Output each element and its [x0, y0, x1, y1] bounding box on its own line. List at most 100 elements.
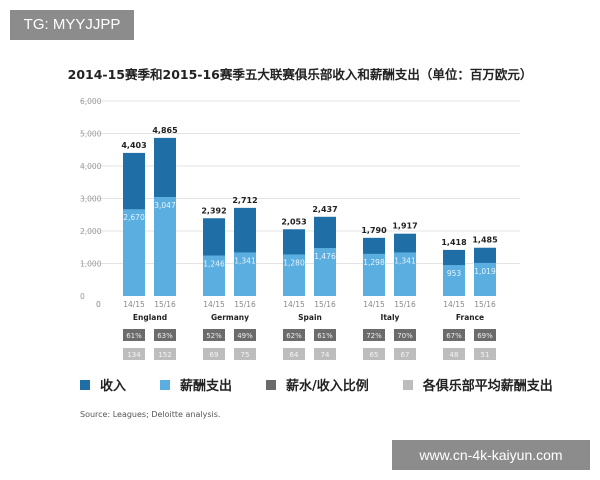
watermark-bottom-right: www.cn-4k-kaiyun.com	[392, 440, 590, 470]
revenue-label: 1,418	[441, 238, 467, 247]
wage-label: 3,047	[154, 201, 176, 210]
avg-wage-box	[363, 348, 385, 360]
ratio-label: 69%	[477, 332, 493, 340]
legend-item: 各俱乐部平均薪酬支出	[402, 375, 553, 394]
country-label: Italy	[381, 313, 400, 322]
legend-swatch	[80, 379, 90, 390]
country-label: Spain	[298, 313, 322, 322]
revenue-label: 2,712	[232, 196, 257, 205]
country-label: England	[133, 313, 167, 322]
wage-bar	[154, 196, 176, 296]
ratio-label: 61%	[126, 332, 142, 340]
season-label: 14/15	[123, 300, 145, 309]
legend-item: 薪水/收入比例	[266, 375, 369, 394]
avg-wage-label: 152	[158, 351, 171, 359]
wage-bar	[394, 252, 416, 296]
avg-wage-box	[123, 348, 145, 360]
avg-wage-box	[203, 348, 225, 360]
wage-label: 1,341	[234, 256, 256, 265]
avg-wage-box	[154, 348, 176, 360]
wage-bar	[203, 255, 225, 296]
season-label: 14/15	[363, 300, 385, 309]
wage-label: 1,476	[314, 252, 336, 261]
avg-wage-label: 64	[290, 351, 299, 359]
avg-wage-label: 75	[241, 351, 250, 359]
revenue-label: 2,437	[312, 205, 337, 214]
ratio-box	[154, 329, 176, 341]
avg-wage-label: 65	[370, 351, 379, 359]
avg-wage-box	[474, 348, 496, 360]
y-tick-label: 3,000	[80, 195, 102, 204]
ratio-label: 72%	[366, 332, 382, 340]
wage-bar	[234, 252, 256, 296]
wage-bar	[123, 209, 145, 296]
season-label: 15/16	[474, 300, 496, 309]
ratio-box	[314, 329, 336, 341]
y-zero-label: 0	[96, 300, 101, 309]
season-label: 14/15	[283, 300, 305, 309]
country-label: France	[456, 313, 484, 322]
wage-label: 1,019	[474, 267, 496, 276]
avg-wage-box	[394, 348, 416, 360]
ratio-label: 63%	[157, 332, 173, 340]
legend-label: 各俱乐部平均薪酬支出	[422, 379, 553, 394]
avg-wage-label: 74	[321, 351, 330, 359]
season-label: 15/16	[234, 300, 256, 309]
wage-bar	[443, 265, 465, 296]
source-note: Source: Leagues; Deloitte analysis.	[80, 410, 221, 419]
ratio-box	[203, 329, 225, 341]
wage-label: 2,670	[123, 213, 145, 222]
avg-wage-label: 134	[127, 351, 141, 359]
revenue-label: 4,403	[121, 141, 146, 150]
avg-wage-label: 69	[210, 351, 219, 359]
revenue-label: 2,392	[201, 206, 226, 215]
wage-bar	[283, 254, 305, 296]
y-tick-label: 2,000	[80, 227, 102, 236]
ratio-box	[363, 329, 385, 341]
wage-label: 1,246	[203, 260, 225, 269]
y-tick-label: 6,000	[80, 97, 102, 106]
ratio-label: 67%	[446, 332, 462, 340]
y-tick-label: 0	[80, 292, 85, 301]
season-label: 15/16	[314, 300, 336, 309]
wage-bar	[314, 248, 336, 296]
season-label: 14/15	[443, 300, 465, 309]
season-label: 14/15	[203, 300, 225, 309]
revenue-label: 1,790	[361, 226, 387, 235]
ratio-box	[474, 329, 496, 341]
ratio-box	[123, 329, 145, 341]
legend-item: 收入	[80, 375, 126, 394]
revenue-label: 1,917	[392, 222, 417, 231]
avg-wage-box	[234, 348, 256, 360]
legend-swatch	[402, 379, 413, 390]
y-tick-label: 4,000	[80, 162, 102, 171]
country-label: Germany	[211, 313, 249, 322]
wage-bar	[363, 253, 385, 296]
wage-bar	[474, 262, 496, 296]
ratio-label: 62%	[286, 332, 302, 340]
legend-label: 薪水/收入比例	[286, 379, 369, 394]
legend-swatch	[160, 379, 171, 390]
legend-swatch	[266, 379, 277, 390]
legend-label: 薪酬支出	[180, 379, 233, 394]
ratio-label: 61%	[317, 332, 333, 340]
wage-label: 1,341	[394, 256, 416, 265]
revenue-label: 1,485	[472, 236, 498, 245]
legend-label: 收入	[100, 379, 127, 394]
wage-label: 953	[447, 269, 462, 278]
avg-wage-box	[283, 348, 305, 360]
ratio-box	[234, 329, 256, 341]
ratio-box	[394, 329, 416, 341]
avg-wage-box	[314, 348, 336, 360]
revenue-label: 4,865	[152, 126, 178, 135]
ratio-label: 49%	[237, 332, 253, 340]
ratio-box	[283, 329, 305, 341]
wage-label: 1,298	[363, 258, 385, 267]
avg-wage-label: 67	[401, 351, 410, 359]
legend: 收入 薪酬支出 薪水/收入比例 各俱乐部平均薪酬支出	[80, 375, 587, 394]
avg-wage-label: 51	[481, 351, 490, 359]
season-label: 15/16	[394, 300, 416, 309]
ratio-label: 52%	[206, 332, 222, 340]
avg-wage-box	[443, 348, 465, 360]
